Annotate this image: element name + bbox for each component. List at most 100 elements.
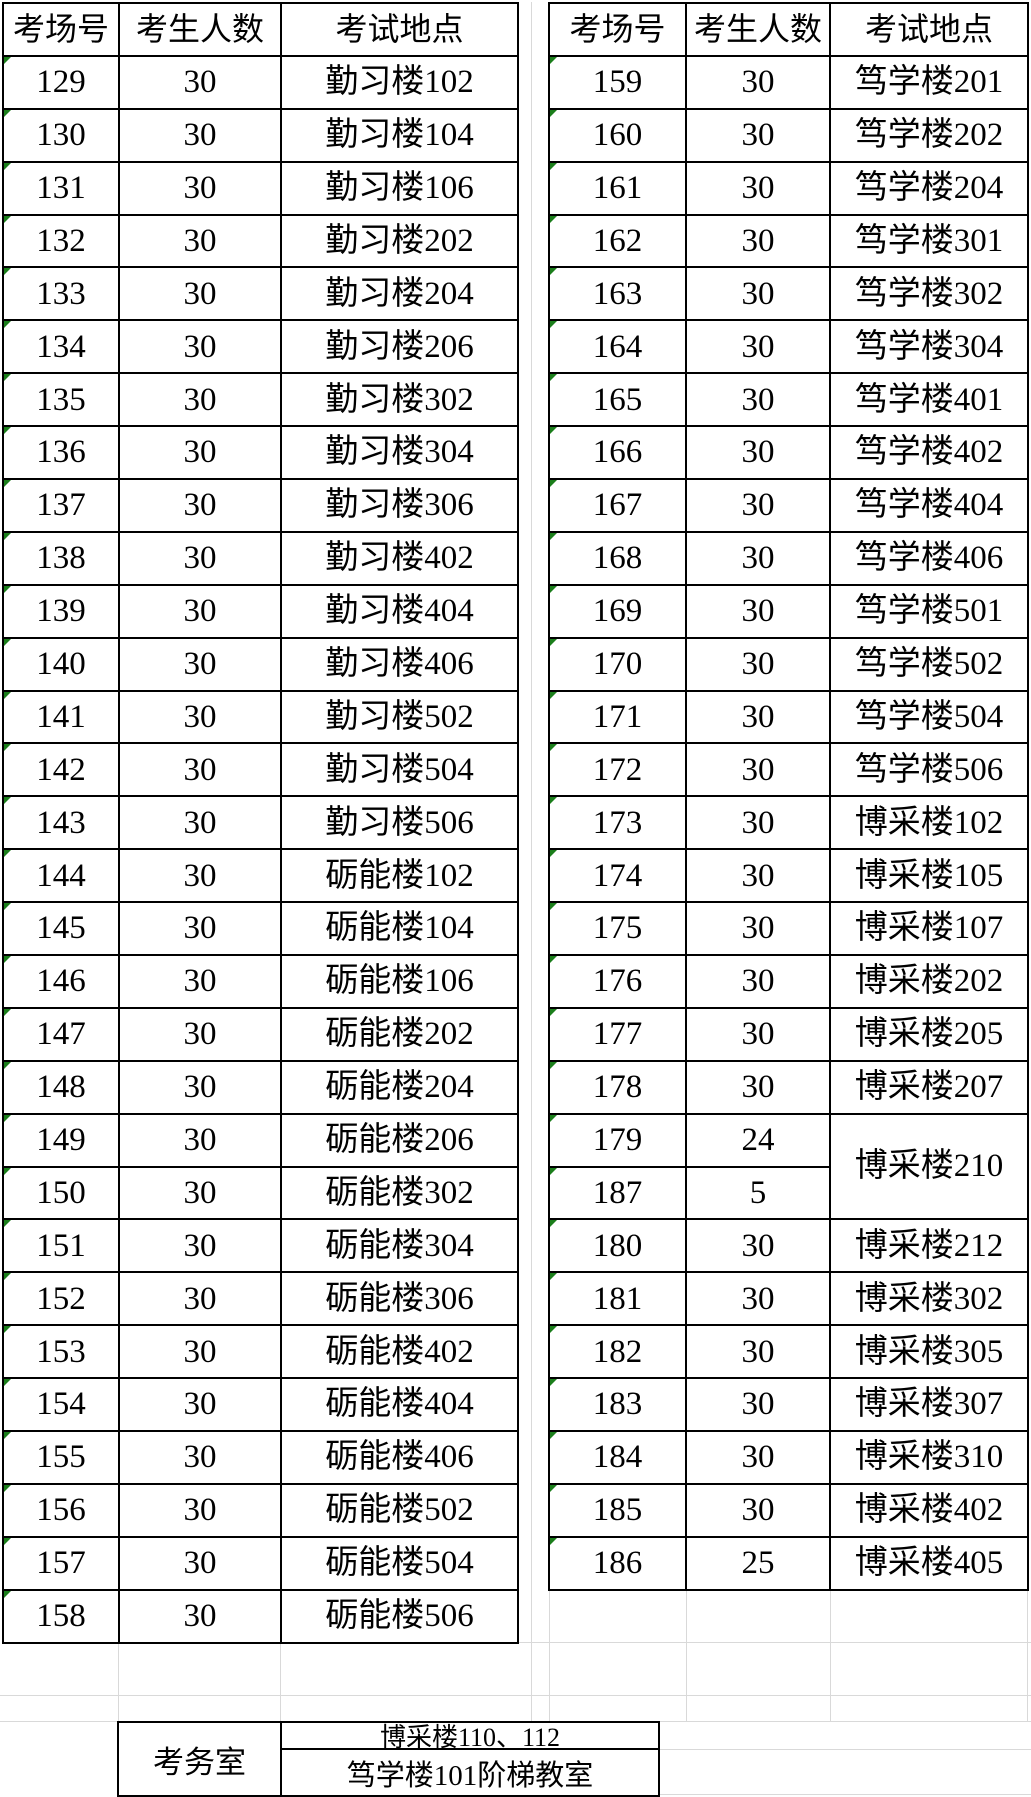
room-number-cell[interactable]: 163 — [550, 268, 687, 322]
location-cell[interactable]: 笃学楼406 — [831, 532, 1029, 586]
location-header[interactable]: 考试地点 — [282, 4, 519, 57]
location-cell[interactable]: 砺能楼102 — [282, 850, 519, 904]
examinee-count-cell[interactable]: 30 — [687, 427, 831, 481]
examinee-count-cell[interactable]: 30 — [687, 56, 831, 110]
room-number-cell[interactable]: 135 — [4, 374, 120, 428]
location-cell[interactable]: 砺能楼306 — [282, 1273, 519, 1327]
examinee-count-cell[interactable]: 30 — [120, 532, 282, 586]
location-cell[interactable]: 砺能楼502 — [282, 1484, 519, 1538]
examinee-count-cell[interactable]: 30 — [687, 956, 831, 1009]
examinee-count-cell[interactable]: 30 — [120, 321, 282, 375]
location-cell[interactable]: 博采楼102 — [831, 797, 1029, 851]
examinee-count-cell[interactable]: 30 — [120, 638, 282, 692]
location-cell[interactable]: 勤习楼504 — [282, 744, 519, 798]
location-cell[interactable]: 砺能楼104 — [282, 903, 519, 957]
location-cell[interactable]: 砺能楼302 — [282, 1167, 519, 1221]
examinee-count-cell[interactable]: 30 — [687, 1273, 831, 1327]
examinee-count-cell[interactable]: 30 — [687, 691, 831, 745]
location-cell[interactable]: 勤习楼304 — [282, 427, 519, 481]
examinee-count-cell[interactable]: 30 — [687, 480, 831, 533]
location-cell[interactable]: 砺能楼206 — [282, 1114, 519, 1168]
examinee-count-cell[interactable]: 30 — [120, 956, 282, 1009]
examinee-count-cell[interactable]: 30 — [120, 1432, 282, 1485]
examinee-count-cell[interactable]: 30 — [687, 1008, 831, 1062]
examinee-count-header[interactable]: 考生人数 — [687, 4, 831, 57]
examinee-count-cell[interactable]: 24 — [687, 1114, 831, 1168]
location-cell[interactable]: 博采楼105 — [831, 850, 1029, 904]
examinee-count-cell[interactable]: 30 — [687, 1484, 831, 1538]
room-number-cell[interactable]: 153 — [4, 1326, 120, 1380]
examinee-count-cell[interactable]: 30 — [687, 585, 831, 639]
room-number-cell[interactable]: 139 — [4, 585, 120, 639]
room-number-cell[interactable]: 164 — [550, 321, 687, 375]
location-cell[interactable]: 笃学楼506 — [831, 744, 1029, 798]
room-number-cell[interactable]: 170 — [550, 638, 687, 692]
room-number-cell[interactable]: 162 — [550, 215, 687, 269]
examinee-count-cell[interactable]: 30 — [687, 109, 831, 163]
room-number-cell[interactable]: 154 — [4, 1379, 120, 1433]
examinee-count-cell[interactable]: 30 — [120, 56, 282, 110]
room-number-cell[interactable]: 175 — [550, 903, 687, 957]
room-number-cell[interactable]: 148 — [4, 1061, 120, 1115]
room-number-cell[interactable]: 140 — [4, 638, 120, 692]
location-cell[interactable]: 砺能楼202 — [282, 1008, 519, 1062]
room-number-cell[interactable]: 146 — [4, 956, 120, 1009]
room-number-cell[interactable]: 130 — [4, 109, 120, 163]
location-cell[interactable]: 勤习楼402 — [282, 532, 519, 586]
location-cell[interactable]: 勤习楼102 — [282, 56, 519, 110]
room-number-cell[interactable]: 137 — [4, 480, 120, 533]
examinee-count-cell[interactable]: 30 — [687, 268, 831, 322]
examinee-count-cell[interactable]: 30 — [120, 744, 282, 798]
examinee-count-cell[interactable]: 30 — [687, 1326, 831, 1380]
location-cell[interactable]: 博采楼202 — [831, 956, 1029, 1009]
room-number-cell[interactable]: 167 — [550, 480, 687, 533]
room-number-cell[interactable]: 180 — [550, 1220, 687, 1274]
room-number-cell[interactable]: 161 — [550, 162, 687, 216]
location-cell[interactable]: 勤习楼106 — [282, 162, 519, 216]
location-cell[interactable]: 博采楼310 — [831, 1432, 1029, 1485]
room-number-cell[interactable]: 150 — [4, 1167, 120, 1221]
room-number-cell[interactable]: 131 — [4, 162, 120, 216]
location-cell[interactable]: 勤习楼204 — [282, 268, 519, 322]
room-number-cell[interactable]: 169 — [550, 585, 687, 639]
examinee-count-cell[interactable]: 30 — [687, 903, 831, 957]
examinee-count-cell[interactable]: 5 — [687, 1167, 831, 1221]
examinee-count-cell[interactable]: 30 — [687, 1432, 831, 1485]
location-cell[interactable]: 博采楼305 — [831, 1326, 1029, 1380]
room-number-cell[interactable]: 138 — [4, 532, 120, 586]
room-number-cell[interactable]: 165 — [550, 374, 687, 428]
location-cell[interactable]: 博采楼405 — [831, 1537, 1029, 1591]
examinee-count-cell[interactable]: 30 — [120, 585, 282, 639]
examinee-count-cell[interactable]: 30 — [120, 374, 282, 428]
examinee-count-cell[interactable]: 30 — [120, 903, 282, 957]
examinee-count-cell[interactable]: 30 — [120, 215, 282, 269]
room-number-cell[interactable]: 158 — [4, 1590, 120, 1644]
location-cell[interactable]: 笃学楼304 — [831, 321, 1029, 375]
location-cell[interactable]: 笃学楼301 — [831, 215, 1029, 269]
location-cell[interactable]: 砺能楼402 — [282, 1326, 519, 1380]
room-number-cell[interactable]: 151 — [4, 1220, 120, 1274]
room-number-cell[interactable]: 142 — [4, 744, 120, 798]
location-cell[interactable]: 勤习楼302 — [282, 374, 519, 428]
room-number-cell[interactable]: 183 — [550, 1379, 687, 1433]
room-number-cell[interactable]: 133 — [4, 268, 120, 322]
examinee-count-cell[interactable]: 30 — [120, 797, 282, 851]
room-number-cell[interactable]: 132 — [4, 215, 120, 269]
location-cell[interactable]: 笃学楼404 — [831, 480, 1029, 533]
room-number-cell[interactable]: 187 — [550, 1167, 687, 1221]
location-cell[interactable]: 博采楼207 — [831, 1061, 1029, 1115]
location-cell[interactable]: 笃学楼201 — [831, 56, 1029, 110]
room-number-cell[interactable]: 178 — [550, 1061, 687, 1115]
room-number-cell[interactable]: 136 — [4, 427, 120, 481]
room-number-cell[interactable]: 141 — [4, 691, 120, 745]
examinee-count-cell[interactable]: 30 — [120, 1484, 282, 1538]
location-cell[interactable]: 砺能楼304 — [282, 1220, 519, 1274]
location-cell[interactable]: 砺能楼106 — [282, 956, 519, 1009]
room-number-cell[interactable]: 145 — [4, 903, 120, 957]
location-cell[interactable]: 勤习楼406 — [282, 638, 519, 692]
examinee-count-cell[interactable]: 30 — [120, 1220, 282, 1274]
location-cell[interactable]: 砺能楼204 — [282, 1061, 519, 1115]
room-number-header[interactable]: 考场号 — [4, 4, 120, 57]
exam-office-label-cell[interactable]: 考务室 — [119, 1723, 282, 1795]
location-cell[interactable]: 勤习楼306 — [282, 480, 519, 533]
